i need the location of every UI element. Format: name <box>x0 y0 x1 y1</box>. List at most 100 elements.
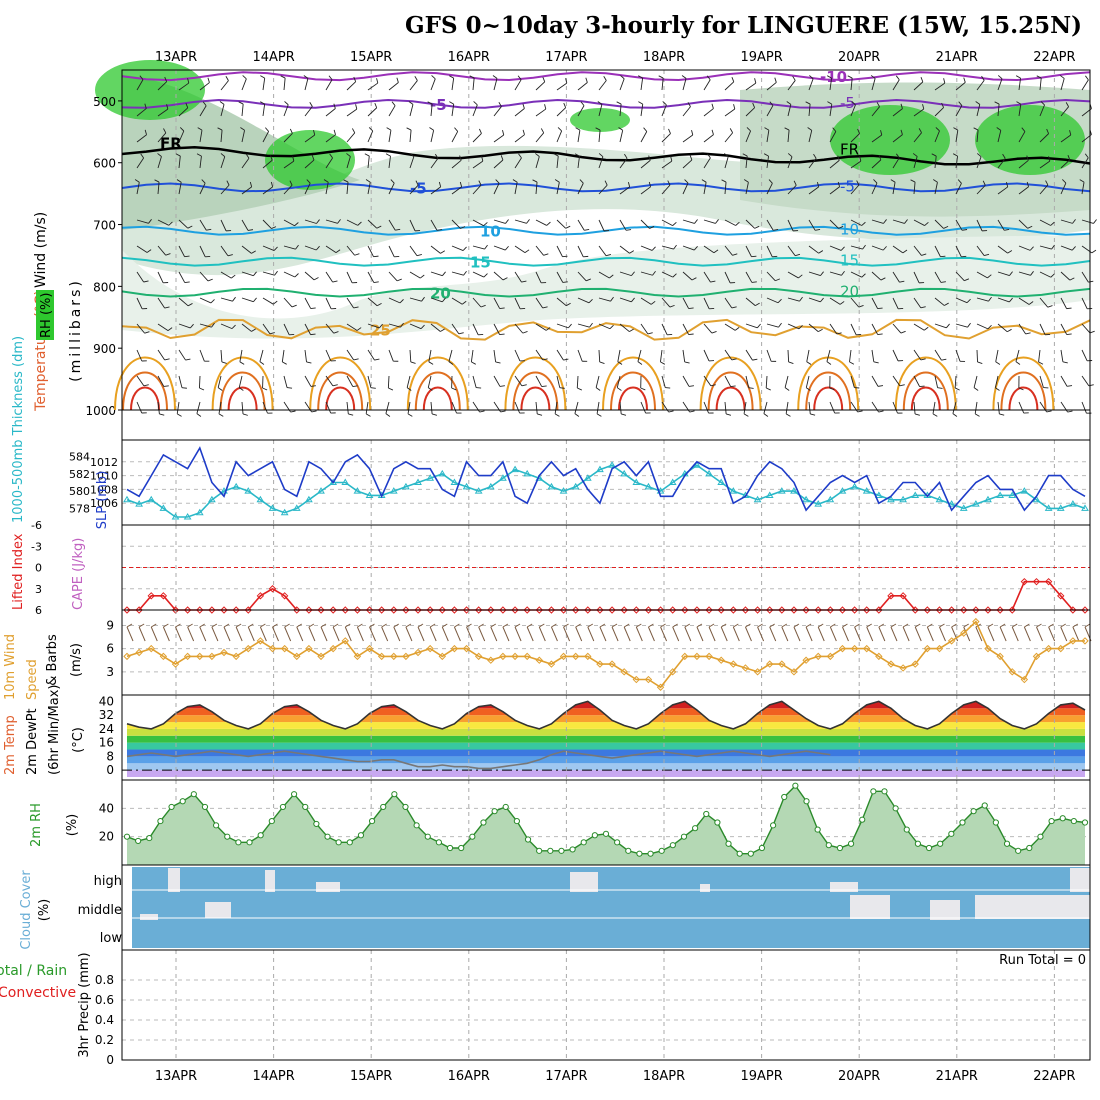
wind-barb <box>136 271 145 283</box>
wind-barb-flag <box>206 228 212 231</box>
dewpoint-line <box>126 750 831 770</box>
lifted-index-line-marker <box>644 606 653 614</box>
thickness-line-marker <box>1081 504 1089 511</box>
wind-barb-10m <box>963 626 971 642</box>
wind-barb <box>892 323 902 334</box>
lifted-index-line-marker <box>438 606 446 614</box>
wind-barb <box>367 349 375 361</box>
lifted-index-line-marker <box>341 606 349 614</box>
wind-barb <box>997 401 1000 414</box>
wind-barb <box>574 401 579 414</box>
wind-barb <box>262 323 271 335</box>
wind-barb-flag <box>977 361 983 365</box>
wind-panel-frame <box>121 609 1091 696</box>
wind-barb-flag <box>370 387 376 389</box>
wind-barb-flag <box>431 413 438 416</box>
temp-band <box>127 701 1085 702</box>
wind-barb-flag <box>778 322 782 328</box>
rh-marker <box>402 803 409 811</box>
rh-marker <box>279 803 287 811</box>
wind-barb <box>661 133 671 143</box>
wind-barb-flag <box>399 299 404 304</box>
wind-barb <box>325 245 337 253</box>
wind-barb <box>766 349 772 362</box>
wind-barb-flag <box>849 361 855 365</box>
wind-barb-10m <box>914 626 922 642</box>
thickness-line-marker <box>668 478 677 485</box>
wind-barb-10m <box>284 626 292 642</box>
wind-barb-flag <box>764 127 770 131</box>
date-label-bottom: 20APR <box>838 1069 880 1084</box>
wind-barb <box>976 130 979 143</box>
wind-barb-flag <box>196 153 202 157</box>
wind10-line-marker <box>268 644 277 653</box>
slp-line <box>126 446 1086 512</box>
rh-marker <box>937 840 944 847</box>
date-label-bottom: 16APR <box>448 1069 490 1084</box>
pressure-tick: 800 <box>93 280 116 294</box>
wind-barb <box>1081 157 1089 169</box>
wind-barb <box>659 349 663 362</box>
temp-ylabel: (6hr Min/Max) <box>47 685 62 775</box>
wind-barb-10m-flag <box>551 623 557 628</box>
wind-barb <box>703 245 715 254</box>
wind-barb-flag <box>668 410 674 413</box>
wind-barb-flag <box>880 130 883 136</box>
wind-barb <box>640 271 653 276</box>
wind-barb-flag <box>1059 75 1065 79</box>
wind-barb <box>934 323 947 329</box>
wind10-line-marker <box>826 652 835 661</box>
wind-barb <box>850 78 853 91</box>
wind10-line-marker <box>838 644 847 653</box>
wind-barb <box>199 105 207 117</box>
ylabel-cloud-unit: (%) <box>37 899 52 922</box>
wind-barb <box>829 401 836 414</box>
wind-barb <box>535 375 543 387</box>
cloud-unit: (%) <box>37 899 52 922</box>
wind-barb <box>577 297 590 304</box>
wind-barb-flag <box>987 325 992 330</box>
wind-barb-flag <box>1009 271 1013 276</box>
wind-barb-flag <box>857 410 863 413</box>
wind-barb <box>682 297 690 309</box>
wind-barb-flag <box>999 413 1005 416</box>
rh-marker <box>580 839 587 846</box>
wind-barb <box>136 134 147 143</box>
thickness-line-marker <box>644 482 653 490</box>
wind-barb-flag <box>931 153 937 157</box>
wind-barb <box>1060 323 1068 335</box>
wind-barb <box>1081 401 1087 414</box>
wind-barb <box>808 323 819 332</box>
wind-barb-flag <box>238 101 244 105</box>
wind-barb-10m-flag <box>733 623 739 628</box>
isotherm-label: 20 <box>430 285 451 303</box>
rh-unit-label: (%) <box>65 814 80 837</box>
wind10-line-marker <box>705 652 713 661</box>
wind-barb-flag <box>858 305 864 308</box>
lifted-index-line-marker <box>875 606 883 614</box>
wind-barb <box>997 219 1005 231</box>
thickness-line-marker <box>899 495 907 503</box>
wind-barb-10m <box>744 626 752 642</box>
wind-barb-flag <box>522 331 528 334</box>
wind-barb-flag <box>289 180 293 186</box>
thickness-line-marker <box>438 469 447 477</box>
wind-barb <box>850 245 863 250</box>
rh-marker <box>970 808 977 815</box>
wind10-line-marker <box>802 656 810 664</box>
wind-barb <box>346 108 358 117</box>
wind-barb-flag <box>454 127 459 132</box>
wind-barb <box>535 297 544 309</box>
wind-barb <box>556 375 561 388</box>
wind-barb <box>220 323 233 330</box>
wind-barb-flag <box>994 101 1000 105</box>
wind-barb-flag <box>1006 328 1012 333</box>
wind-barb-flag <box>598 153 604 158</box>
wind-barb <box>1015 349 1020 362</box>
wind-barb-flag <box>526 219 530 224</box>
wind-barb-flag <box>652 270 656 276</box>
wind-barb-flag <box>378 323 383 329</box>
wind-barb <box>1039 219 1051 226</box>
wind-barb-flag <box>542 306 548 309</box>
wind-barb <box>1018 78 1021 91</box>
